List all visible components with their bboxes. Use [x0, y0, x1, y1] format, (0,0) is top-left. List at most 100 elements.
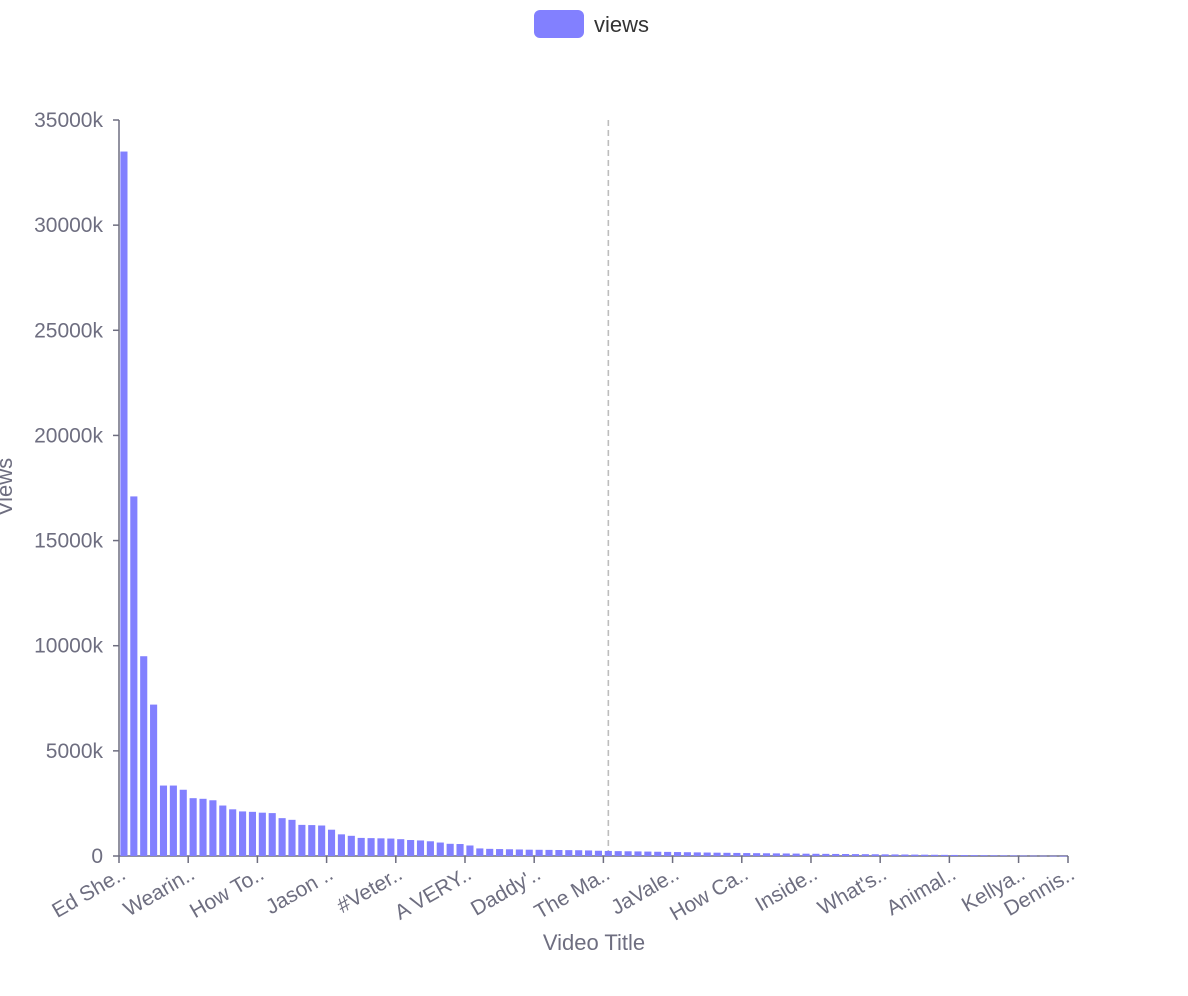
bar-views-63[interactable]	[743, 853, 751, 856]
bar-views-77[interactable]	[881, 854, 889, 856]
bar-views-89[interactable]	[1000, 855, 1008, 856]
bar-views-60[interactable]	[713, 852, 721, 856]
bar-views-15[interactable]	[268, 813, 276, 856]
bar-views-66[interactable]	[772, 853, 780, 856]
bar-views-39[interactable]	[505, 849, 514, 856]
bar-views-36[interactable]	[476, 848, 484, 856]
bar-views-85[interactable]	[960, 855, 968, 856]
bar-views-32[interactable]	[436, 842, 444, 856]
bar-views-56[interactable]	[673, 852, 682, 856]
legend-swatch-views[interactable]	[534, 10, 584, 38]
bar-views-75[interactable]	[861, 854, 869, 856]
bar-views-64[interactable]	[753, 853, 761, 856]
legend[interactable]: views	[534, 10, 649, 38]
bar-views-76[interactable]	[871, 854, 879, 856]
bar-views-0[interactable]	[120, 151, 128, 857]
bar-views-70[interactable]	[812, 853, 820, 856]
bar-views-55[interactable]	[664, 851, 672, 856]
bar-views-52[interactable]	[634, 851, 642, 856]
bar-views-17[interactable]	[288, 819, 296, 856]
bar-views-4[interactable]	[159, 785, 168, 856]
bar-views-79[interactable]	[901, 854, 909, 856]
bar-views-69[interactable]	[802, 853, 810, 856]
bar-views-3[interactable]	[150, 704, 158, 856]
bar-views-13[interactable]	[248, 811, 257, 856]
bar-views-43[interactable]	[545, 849, 553, 856]
bar-views-71[interactable]	[822, 853, 830, 856]
bar-views-82[interactable]	[930, 854, 939, 856]
bar-views-14[interactable]	[258, 812, 266, 856]
bar-views-6[interactable]	[179, 789, 187, 856]
bar-views-58[interactable]	[693, 852, 701, 856]
bar-views-83[interactable]	[940, 854, 948, 856]
bar-views-53[interactable]	[644, 851, 652, 856]
bar-views-95[interactable]	[1059, 855, 1067, 857]
bar-views-20[interactable]	[318, 825, 326, 856]
bar-views-34[interactable]	[456, 844, 464, 856]
legend-label-views[interactable]: views	[594, 12, 649, 37]
bar-views-81[interactable]	[921, 854, 929, 856]
bar-views-88[interactable]	[990, 855, 998, 856]
bar-views-30[interactable]	[416, 840, 425, 856]
bar-views-48[interactable]	[594, 850, 603, 856]
bar-views-22[interactable]	[337, 834, 345, 856]
bar-views-23[interactable]	[347, 835, 355, 856]
bar-views-68[interactable]	[792, 853, 800, 856]
bar-views-80[interactable]	[911, 854, 919, 856]
bar-views-12[interactable]	[239, 811, 247, 856]
bar-views-10[interactable]	[219, 805, 227, 856]
bar-views-47[interactable]	[584, 850, 593, 856]
bar-views-49[interactable]	[604, 850, 612, 856]
bar-views-37[interactable]	[486, 848, 494, 856]
bar-views-18[interactable]	[298, 824, 306, 856]
bar-views-59[interactable]	[703, 852, 711, 856]
bar-views-21[interactable]	[327, 829, 336, 856]
bar-views-74[interactable]	[851, 854, 860, 856]
bar-views-94[interactable]	[1049, 855, 1057, 857]
bar-views-90[interactable]	[1010, 855, 1018, 857]
bar-views-19[interactable]	[308, 825, 316, 856]
bar-views-62[interactable]	[733, 852, 741, 856]
bar-views-5[interactable]	[169, 785, 177, 856]
bar-views-65[interactable]	[762, 853, 771, 856]
bar-views-11[interactable]	[229, 809, 237, 856]
bar-views-38[interactable]	[496, 849, 504, 856]
bar-views-1[interactable]	[130, 496, 138, 856]
bar-views-72[interactable]	[832, 853, 840, 856]
bar-views-7[interactable]	[189, 798, 197, 856]
bar-views-84[interactable]	[950, 854, 958, 856]
bar-views-42[interactable]	[535, 849, 543, 856]
bar-views-78[interactable]	[891, 854, 899, 856]
bar-views-91[interactable]	[1019, 855, 1028, 857]
bar-views-61[interactable]	[723, 852, 731, 856]
bar-views-41[interactable]	[525, 849, 533, 856]
bar-views-40[interactable]	[515, 849, 523, 856]
bar-views-9[interactable]	[209, 800, 217, 856]
bar-views-45[interactable]	[565, 850, 573, 856]
bar-views-92[interactable]	[1029, 855, 1037, 857]
bar-views-67[interactable]	[782, 853, 790, 856]
bar-views-93[interactable]	[1039, 855, 1047, 857]
bar-views-26[interactable]	[377, 838, 385, 856]
bar-views-28[interactable]	[397, 839, 405, 856]
bar-views-50[interactable]	[614, 851, 622, 856]
bar-views-33[interactable]	[446, 843, 454, 856]
y-tick-label: 30000k	[34, 214, 103, 237]
bar-views-31[interactable]	[426, 841, 434, 856]
bar-views-16[interactable]	[278, 818, 286, 856]
bar-views-29[interactable]	[407, 840, 415, 856]
bar-views-24[interactable]	[357, 837, 365, 856]
bar-views-57[interactable]	[683, 852, 691, 856]
bar-views-46[interactable]	[575, 850, 583, 856]
bar-views-73[interactable]	[842, 854, 850, 856]
bar-views-2[interactable]	[140, 656, 148, 856]
bar-views-25[interactable]	[367, 838, 375, 856]
bar-views-54[interactable]	[654, 851, 662, 856]
bar-views-44[interactable]	[555, 850, 563, 856]
bar-views-51[interactable]	[624, 851, 632, 856]
bar-views-35[interactable]	[466, 845, 474, 856]
bar-views-86[interactable]	[970, 855, 978, 856]
bar-views-87[interactable]	[980, 855, 988, 856]
bar-views-27[interactable]	[387, 838, 395, 856]
bar-views-8[interactable]	[199, 798, 207, 856]
